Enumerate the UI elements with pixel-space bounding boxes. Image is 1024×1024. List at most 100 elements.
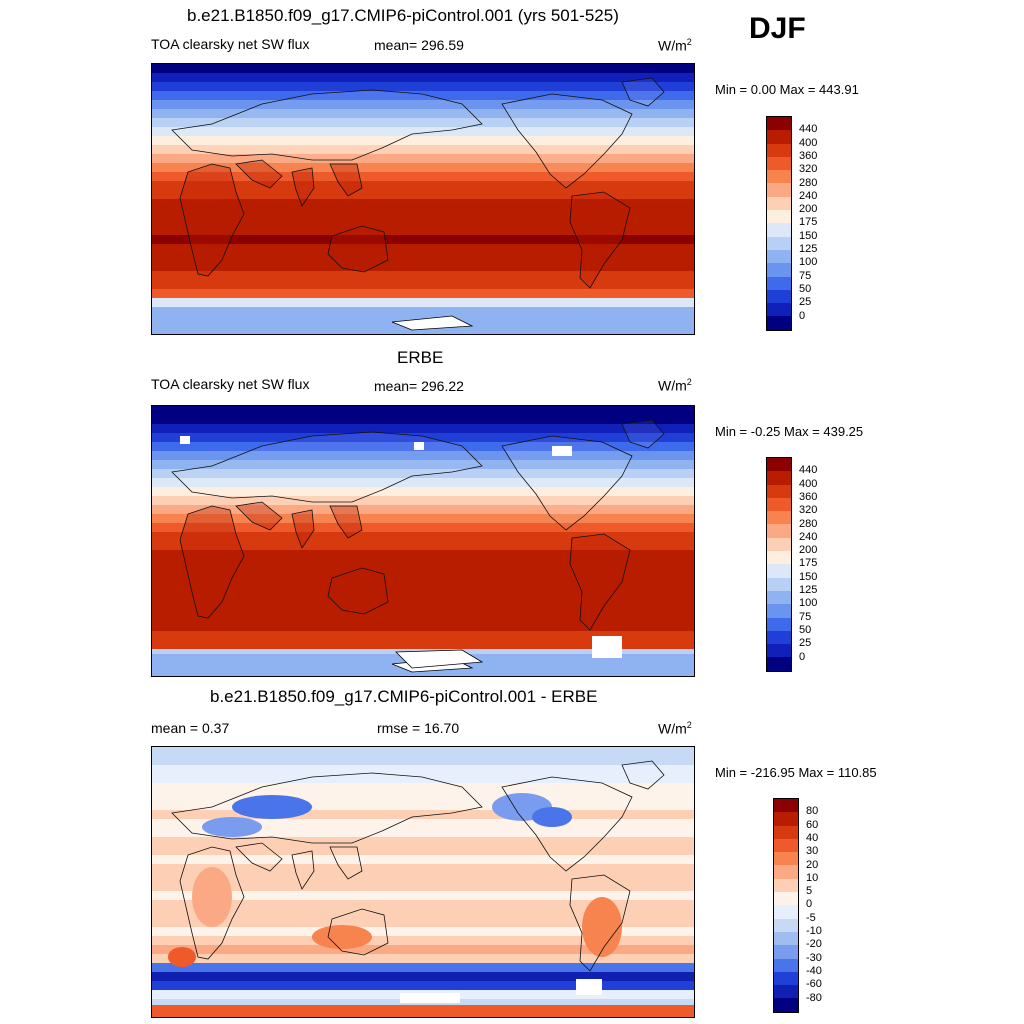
colorbar-swatch [767, 617, 791, 631]
colorbar-tick-label: 0 [799, 309, 806, 322]
colorbar-swatch [767, 263, 791, 277]
colorbar-swatch [767, 210, 791, 224]
colorbar-swatch [767, 223, 791, 237]
colorbar-tick-label: 440 [799, 464, 818, 477]
coastline [329, 505, 363, 539]
panel-3-units-sup: 2 [686, 720, 692, 730]
colorbar-swatch [767, 657, 791, 671]
colorbar-tick-label: 50 [799, 282, 812, 295]
anomaly-region [312, 925, 372, 949]
colorbar-swatch [767, 484, 791, 498]
colorbar-tick-label: -30 [806, 951, 822, 964]
colorbar-tick-label: 360 [799, 490, 818, 503]
panel-1-units-label: W/m2 [658, 37, 692, 54]
coastline [329, 163, 363, 197]
colorbar-tick-label: 280 [799, 517, 818, 530]
panel-3-units-text: W/m [658, 720, 687, 737]
panel-3-rmse-label: rmse = 16.70 [377, 720, 460, 736]
colorbar-swatch [767, 497, 791, 512]
colorbar-tick-label: 0 [799, 650, 806, 663]
coastline [179, 505, 245, 619]
panel-3-title: b.e21.B1850.f09_g17.CMIP6-piControl.001 … [210, 687, 598, 706]
colorbar-tick-label: -60 [806, 978, 822, 991]
coastline [621, 760, 665, 790]
colorbar-swatch [767, 183, 791, 197]
colorbar-tick-label: 60 [806, 818, 819, 831]
coastline [171, 89, 483, 161]
colorbar-swatch [767, 590, 791, 605]
colorbar-tick-label: 100 [799, 597, 818, 610]
colorbar-swatch [767, 471, 791, 485]
colorbar-swatch [774, 998, 798, 1012]
coastline [327, 225, 389, 273]
coastline [329, 846, 363, 880]
panel-2-mean-label: mean= 296.22 [374, 378, 464, 394]
antarctic-shelf [391, 315, 474, 331]
colorbar-tick-label: 200 [799, 544, 818, 557]
coastline [569, 533, 631, 631]
colorbar-swatch [767, 130, 791, 144]
colorbar-swatch [774, 865, 798, 879]
anomaly-region [168, 947, 196, 967]
colorbar-swatch [767, 170, 791, 184]
colorbar-swatch [774, 931, 798, 946]
panel-1-units-sup: 2 [686, 37, 692, 47]
colorbar-tick-label: 10 [806, 871, 819, 884]
colorbar-swatch [767, 289, 791, 304]
colorbar-tick-label: -40 [806, 964, 822, 977]
panel-2-map-canvas [152, 406, 694, 676]
coastline [327, 908, 389, 956]
colorbar-swatch [767, 249, 791, 264]
colorbar-swatch [767, 604, 791, 618]
anomaly-region [192, 867, 232, 927]
colorbar-tick-label: -10 [806, 925, 822, 937]
colorbar-tick-label: 50 [799, 623, 812, 636]
colorbar-tick-label: -80 [806, 991, 822, 1004]
panel-2-mean-text: mean= 296.22 [374, 378, 464, 394]
colorbar-swatches [766, 116, 792, 331]
coastline [327, 567, 389, 615]
colorbar-swatch [774, 838, 798, 853]
coastline [569, 874, 631, 972]
colorbar-tick-label: 200 [799, 203, 818, 216]
coastline [291, 509, 315, 549]
colorbar-tick-label: 80 [806, 805, 819, 818]
anomaly-region [532, 807, 572, 827]
panel-1-units-text: W/m [658, 37, 687, 54]
colorbar-swatch [767, 537, 791, 552]
panel-3-minmax: Min = -216.95 Max = 110.85 [715, 765, 877, 780]
coastline [179, 163, 245, 277]
panel-3-map-canvas [152, 747, 694, 1017]
coastline [621, 77, 665, 107]
colorbar-swatch [767, 577, 791, 591]
colorbar-tick-label: 360 [799, 149, 818, 162]
coastline [501, 93, 633, 189]
colorbar-swatch [774, 905, 798, 919]
anomaly-region [582, 897, 622, 957]
colorbar-swatches [766, 457, 792, 672]
colorbar-swatches [773, 798, 799, 1013]
colorbar-tick-label: 125 [799, 243, 818, 255]
colorbar-tick-label: 40 [806, 831, 819, 844]
panel-2-units-text: W/m [658, 377, 687, 394]
colorbar-tick-label: 0 [806, 898, 813, 911]
colorbar-tick-label: 150 [799, 229, 818, 242]
colorbar-tick-label: 320 [799, 163, 818, 176]
colorbar-tick-label: 175 [799, 216, 818, 229]
colorbar-swatch [774, 825, 798, 839]
antarctic-shelf [395, 649, 484, 669]
colorbar-swatch [774, 945, 798, 959]
panel-1-variable-label: TOA clearsky net SW flux [151, 36, 310, 52]
colorbar-swatch [774, 852, 798, 866]
colorbar-swatch [767, 316, 791, 330]
colorbar-tick-label: 240 [799, 189, 818, 202]
coastline [501, 776, 633, 872]
colorbar-swatch [774, 971, 798, 986]
colorbar-tick-label: 5 [806, 885, 813, 898]
colorbar-swatch [767, 303, 791, 317]
coastline [569, 191, 631, 289]
colorbar-swatch [774, 918, 798, 932]
colorbar-swatch [767, 524, 791, 538]
colorbar-swatch [767, 564, 791, 578]
panel-1-map-canvas [152, 64, 694, 334]
